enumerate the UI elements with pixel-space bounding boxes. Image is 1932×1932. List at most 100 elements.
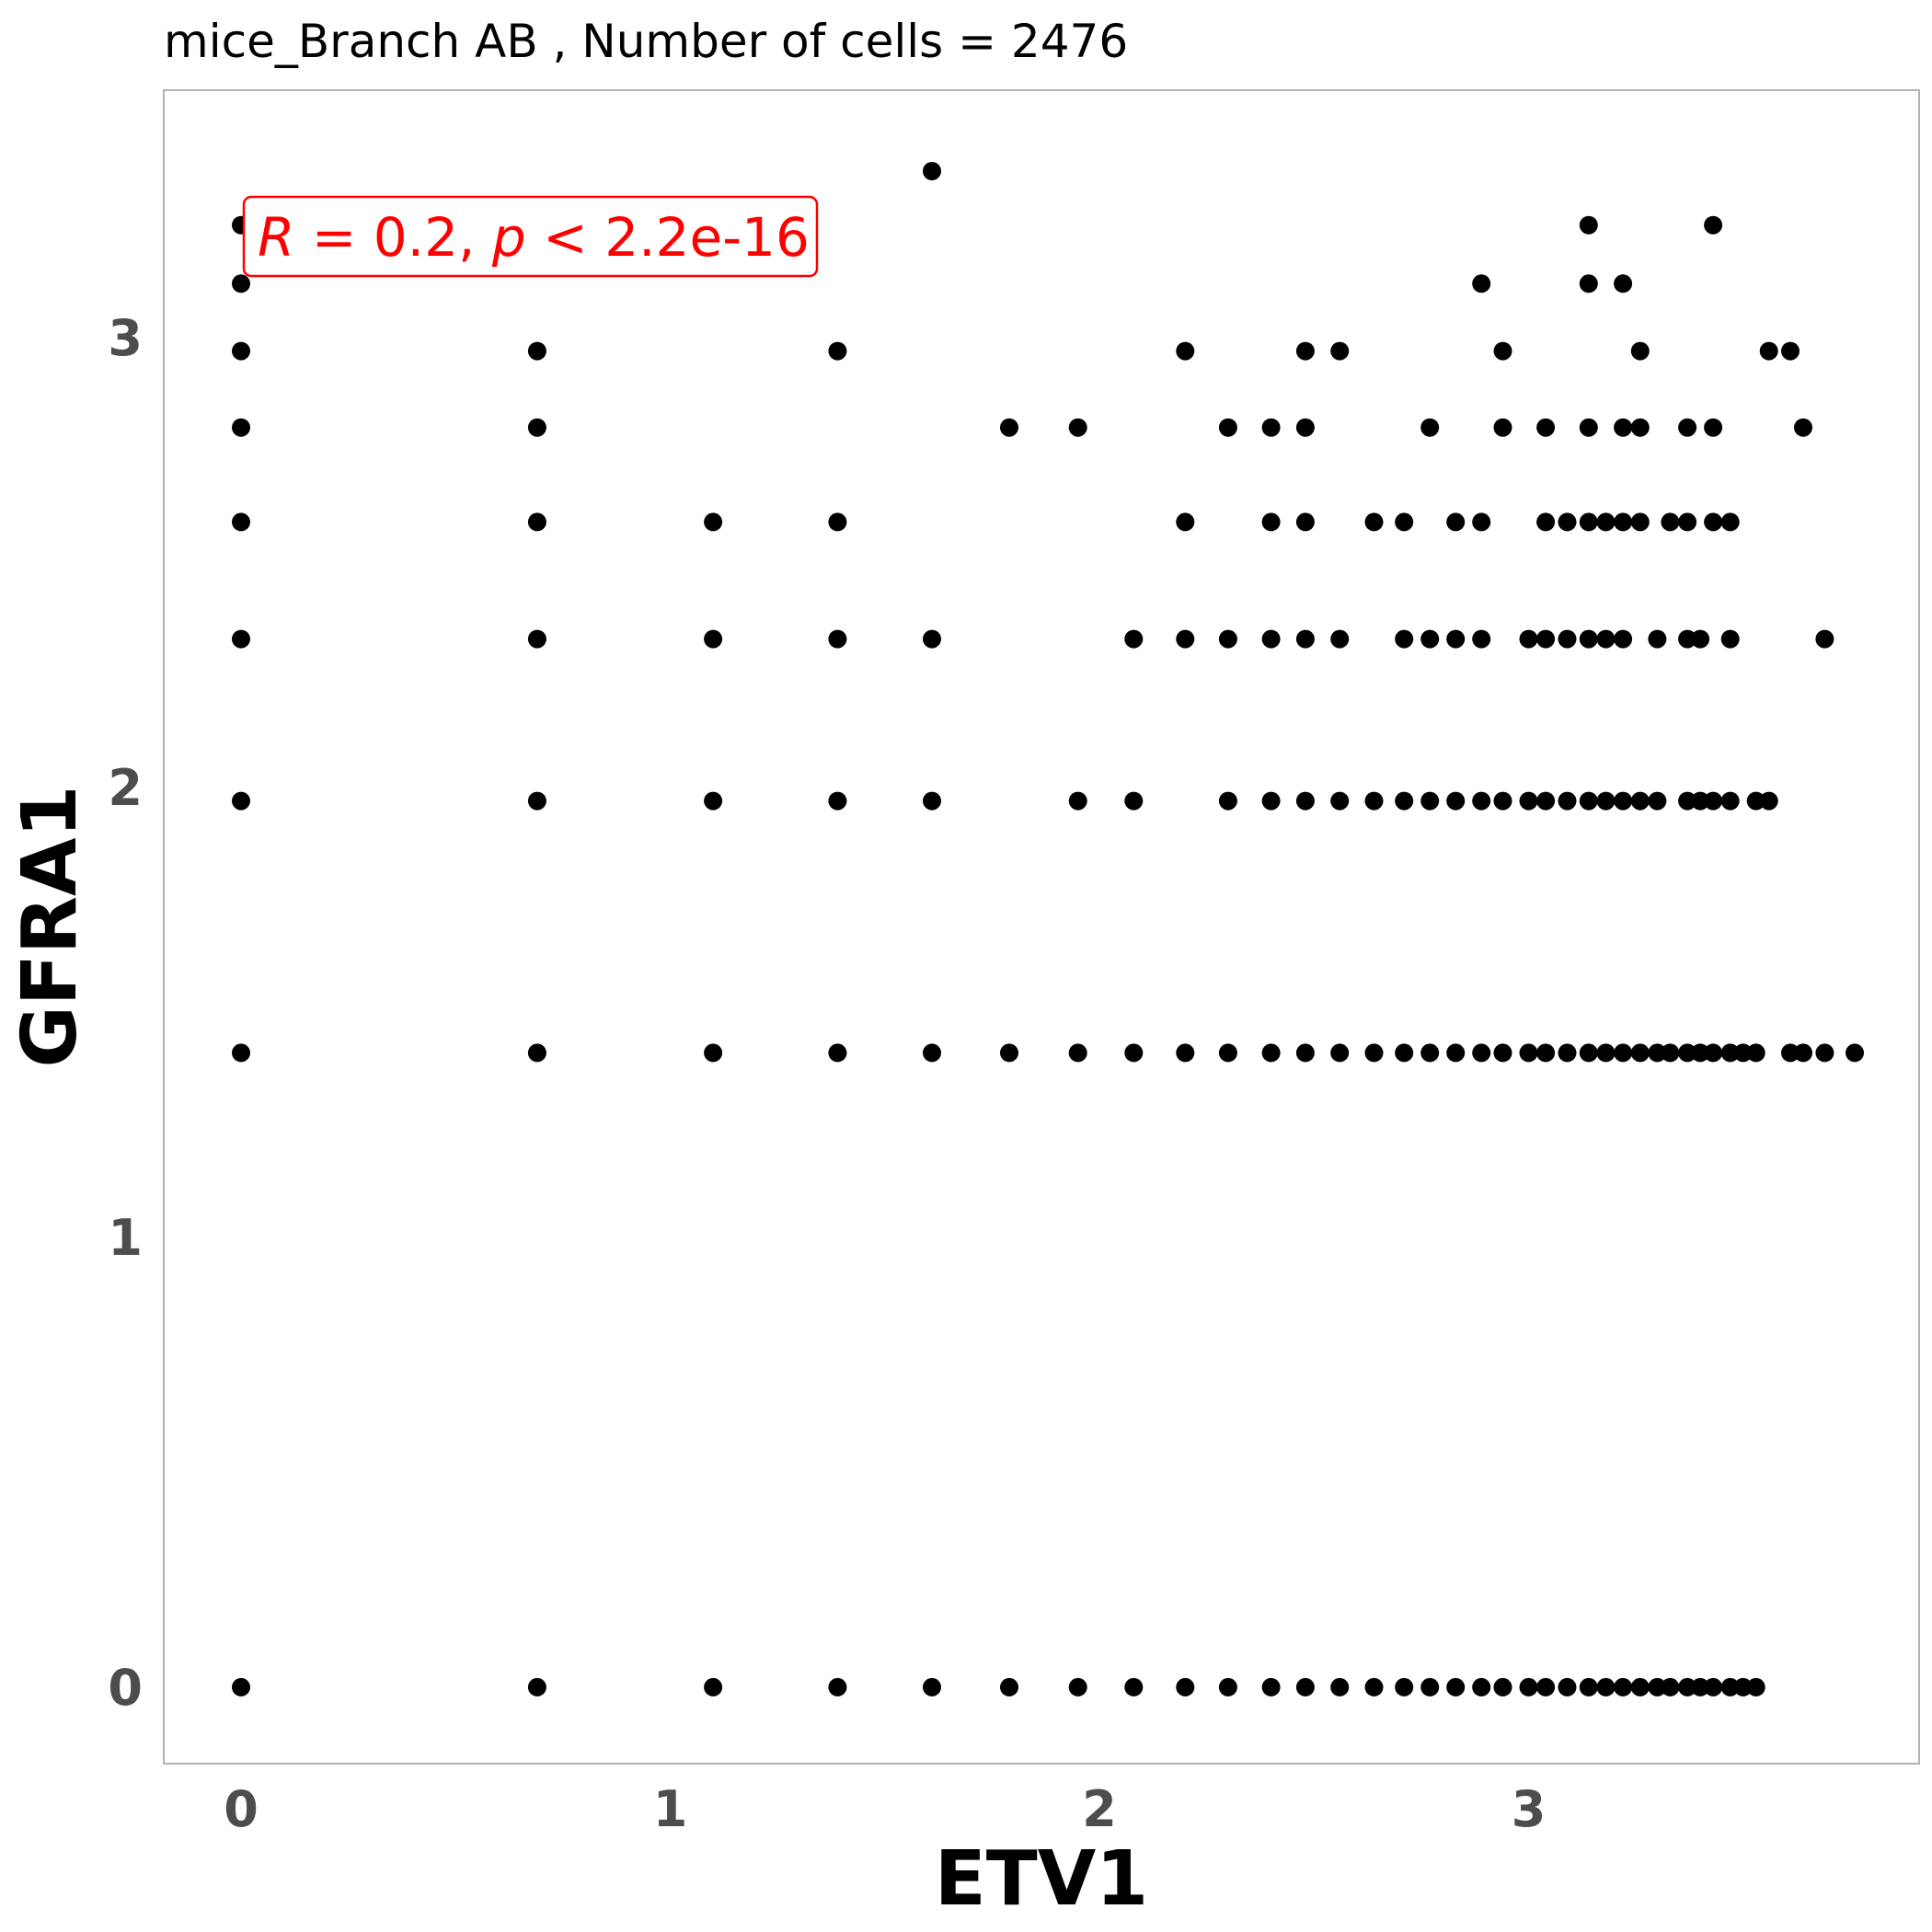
data-point [1630, 418, 1650, 437]
data-point [1261, 418, 1281, 437]
x-tick-label: 3 [1512, 1780, 1547, 1838]
data-point [923, 1043, 941, 1063]
data-point [1630, 1043, 1650, 1063]
data-point [1536, 1043, 1556, 1063]
x-tick-label: 0 [224, 1780, 259, 1838]
data-point [704, 791, 723, 811]
data-point [1176, 1677, 1195, 1696]
data-point [1472, 274, 1491, 293]
data-point [828, 791, 847, 811]
data-point [1420, 418, 1440, 437]
y-tick-label: 2 [108, 759, 143, 817]
data-point [232, 274, 250, 293]
annotation-p-symbol: p [491, 206, 526, 269]
data-point [1330, 791, 1350, 811]
data-point [1579, 215, 1598, 235]
data-point [1614, 418, 1633, 437]
data-point [1124, 629, 1144, 649]
x-axis-label: ETV1 [935, 1835, 1148, 1923]
data-point [1068, 1677, 1087, 1696]
data-point [1648, 629, 1667, 649]
data-point [1295, 791, 1315, 811]
data-point [1124, 1677, 1144, 1696]
data-point [1493, 418, 1512, 437]
data-point [1794, 418, 1812, 437]
data-point [1596, 1043, 1616, 1063]
data-point [1648, 1043, 1667, 1063]
data-point [1420, 1677, 1440, 1696]
data-point [1720, 791, 1740, 811]
data-point [1176, 341, 1195, 361]
data-point [1295, 418, 1315, 437]
data-point [527, 512, 546, 532]
data-point [1704, 1677, 1723, 1696]
data-point [1704, 791, 1723, 811]
data-point [527, 418, 546, 437]
data-point [1395, 1677, 1414, 1696]
x-axis-ticks: 0 1 2 3 [224, 1780, 1546, 1838]
data-point [828, 1043, 847, 1063]
data-point [1759, 341, 1778, 361]
data-point [1176, 629, 1195, 649]
data-point [1704, 512, 1723, 532]
data-point [1446, 1677, 1466, 1696]
data-point [1720, 1043, 1740, 1063]
data-point [527, 1043, 546, 1063]
data-point [704, 1677, 723, 1696]
data-point [1558, 791, 1577, 811]
data-point [1746, 1677, 1765, 1696]
data-point [1446, 512, 1466, 532]
data-point [1579, 629, 1598, 649]
data-point [1519, 791, 1538, 811]
data-point [1759, 791, 1778, 811]
data-point [1596, 629, 1616, 649]
data-point [1446, 629, 1466, 649]
data-point [1493, 1043, 1512, 1063]
data-point [1614, 512, 1633, 532]
data-point [1000, 1677, 1018, 1696]
data-point [1364, 512, 1384, 532]
data-point [1579, 791, 1598, 811]
data-point [1330, 1043, 1350, 1063]
data-point [1720, 629, 1740, 649]
data-point [1218, 791, 1237, 811]
data-point [232, 341, 250, 361]
data-point [1678, 629, 1697, 649]
data-point [1579, 1677, 1598, 1696]
data-point [1261, 1677, 1281, 1696]
data-point [1648, 1677, 1667, 1696]
data-point [828, 629, 847, 649]
data-point [1781, 341, 1800, 361]
data-point [828, 1677, 847, 1696]
data-point [1536, 629, 1556, 649]
data-point [704, 629, 723, 649]
data-point [1295, 1677, 1315, 1696]
data-point [1614, 1677, 1633, 1696]
data-point [1493, 341, 1512, 361]
data-point [232, 1043, 250, 1063]
data-point [1068, 1043, 1087, 1063]
data-point [1678, 791, 1697, 811]
data-point [1678, 512, 1697, 532]
y-axis-label: GFRA1 [6, 786, 94, 1068]
data-point [1295, 341, 1315, 361]
y-tick-label: 0 [108, 1659, 143, 1717]
data-point [1295, 1043, 1315, 1063]
data-point [1420, 629, 1440, 649]
data-point [1815, 629, 1834, 649]
data-point [1364, 1677, 1384, 1696]
data-point [1519, 1677, 1538, 1696]
data-point [1536, 418, 1556, 437]
data-point [1579, 1043, 1598, 1063]
data-point [1691, 1043, 1710, 1063]
data-point [1395, 512, 1414, 532]
data-point [1000, 1043, 1018, 1063]
data-point [1630, 1677, 1650, 1696]
data-point [1794, 1043, 1812, 1063]
data-point [1630, 341, 1650, 361]
data-point [1519, 629, 1538, 649]
data-point [1558, 512, 1577, 532]
y-tick-label: 3 [108, 309, 143, 367]
